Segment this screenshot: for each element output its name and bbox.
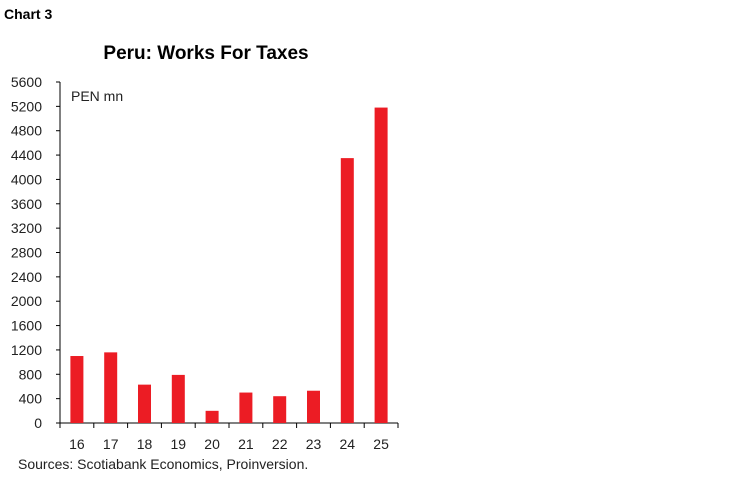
bar: [307, 390, 320, 423]
y-tick-label: 5600: [11, 74, 42, 90]
bar: [138, 384, 151, 423]
y-tick-label: 2000: [11, 293, 42, 309]
bar: [239, 392, 253, 423]
x-tick-label: 21: [238, 436, 254, 452]
y-tick-label: 2800: [11, 245, 42, 261]
y-tick-label: 400: [19, 391, 43, 407]
bar: [205, 410, 219, 423]
y-tick-label: 4000: [11, 171, 42, 187]
bar: [340, 158, 354, 423]
x-tick-label: 20: [204, 436, 220, 452]
bar: [374, 107, 388, 423]
y-tick-label: 1600: [11, 318, 42, 334]
y-tick-label: 3600: [11, 196, 42, 212]
y-axis-unit-label: PEN mn: [71, 88, 123, 104]
source-note: Sources: Scotiabank Economics, Proinvers…: [18, 456, 309, 472]
x-tick-label: 22: [272, 436, 288, 452]
x-tick-label: 19: [171, 436, 187, 452]
y-tick-label: 0: [34, 415, 42, 431]
bar: [171, 374, 185, 423]
y-tick-label: 4800: [11, 123, 42, 139]
y-tick-label: 800: [19, 366, 43, 382]
x-tick-label: 18: [137, 436, 153, 452]
x-tick-label: 24: [340, 436, 356, 452]
x-tick-label: 16: [69, 436, 85, 452]
x-tick-label: 25: [373, 436, 389, 452]
bar: [273, 396, 287, 423]
chart-title: Peru: Works For Taxes: [103, 43, 309, 64]
bar: [104, 352, 118, 423]
y-tick-label: 3200: [11, 220, 42, 236]
x-tick-label: 23: [306, 436, 322, 452]
y-tick-label: 2400: [11, 269, 42, 285]
y-tick-label: 4400: [11, 147, 42, 163]
x-tick-label: 17: [103, 436, 119, 452]
bar: [70, 356, 84, 423]
y-tick-label: 5200: [11, 98, 42, 114]
y-tick-label: 1200: [11, 342, 42, 358]
chart-label: Chart 3: [4, 6, 53, 22]
